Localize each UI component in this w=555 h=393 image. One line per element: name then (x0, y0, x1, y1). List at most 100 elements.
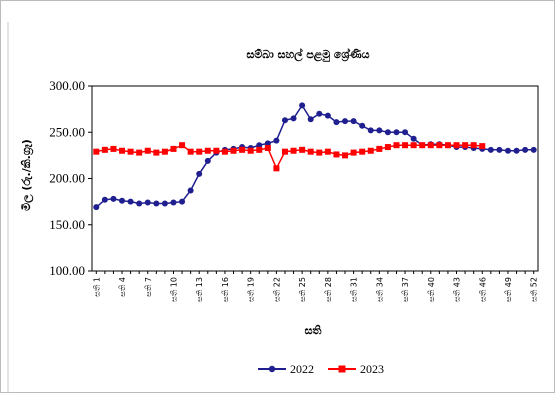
data-point-2022 (170, 199, 177, 206)
data-point-2023 (419, 142, 426, 149)
x-tick-label: සති 16 (221, 277, 230, 302)
data-point-2022 (110, 195, 117, 202)
data-point-2023 (119, 147, 126, 154)
data-point-2023 (196, 148, 203, 155)
data-point-2023 (316, 149, 323, 156)
legend-marker-2023 (338, 365, 346, 373)
data-point-2023 (350, 149, 357, 156)
data-point-2022 (281, 117, 288, 124)
data-point-2023 (264, 144, 271, 151)
data-point-2023 (281, 148, 288, 155)
x-tick-label: සති 43 (453, 277, 462, 302)
data-point-2022 (204, 157, 211, 164)
data-point-2023 (247, 147, 254, 154)
series-2023 (93, 142, 486, 172)
x-tick-label: සති 31 (350, 277, 359, 302)
x-tick-label: සති 10 (169, 277, 178, 302)
data-point-2022 (367, 127, 374, 134)
data-point-2023 (136, 149, 143, 156)
data-point-2022 (101, 196, 108, 203)
data-point-2022 (187, 187, 194, 194)
data-point-2022 (496, 146, 503, 153)
x-tick-label: සති 1 (92, 277, 101, 297)
data-point-2022 (153, 200, 160, 207)
data-point-2022 (393, 129, 400, 136)
data-point-2023 (453, 142, 460, 149)
data-point-2023 (187, 148, 194, 155)
data-point-2022 (144, 199, 151, 206)
y-tick-label: 300.00 (49, 78, 85, 93)
data-point-2023 (479, 143, 486, 150)
data-point-2022 (119, 197, 126, 204)
y-tick-label: 100.00 (49, 263, 85, 278)
data-point-2023 (230, 147, 237, 154)
x-tick-label: සති 37 (401, 277, 410, 302)
legend-marker-2022 (268, 365, 276, 373)
data-point-2022 (136, 200, 143, 207)
data-point-2022 (196, 170, 203, 177)
x-axis-label: සති (305, 324, 322, 337)
x-tick-label: සති 34 (375, 277, 384, 302)
data-point-2023 (342, 152, 349, 159)
data-point-2022 (161, 200, 168, 207)
data-point-2022 (179, 198, 186, 205)
data-point-2022 (290, 115, 297, 122)
data-point-2023 (144, 147, 151, 154)
data-point-2023 (204, 147, 211, 154)
data-point-2023 (410, 142, 417, 149)
data-point-2022 (299, 102, 306, 109)
data-point-2022 (333, 119, 340, 126)
data-point-2022 (307, 116, 314, 123)
x-tick-label: සති 25 (298, 277, 307, 302)
data-point-2023 (470, 142, 477, 149)
data-point-2022 (384, 129, 391, 136)
series-line-2023 (96, 144, 483, 171)
data-point-2022 (504, 147, 511, 154)
y-tick-label: 250.00 (49, 124, 85, 139)
data-point-2023 (213, 147, 220, 154)
data-point-2023 (376, 145, 383, 152)
data-point-2022 (359, 122, 366, 129)
x-tick-label: සති 7 (144, 277, 153, 297)
data-point-2023 (427, 142, 434, 149)
data-point-2023 (221, 148, 228, 155)
data-point-2022 (410, 135, 417, 142)
data-point-2022 (93, 204, 100, 211)
series-layer (93, 102, 537, 211)
y-tick-label: 150.00 (49, 217, 85, 232)
data-point-2023 (170, 145, 177, 152)
data-point-2022 (127, 198, 134, 205)
x-tick-label: සති 19 (247, 277, 256, 302)
data-point-2023 (256, 146, 263, 153)
data-point-2022 (342, 118, 349, 125)
y-axis-label: මිල (රු./කි.ග්‍රෑ) (20, 139, 35, 211)
data-point-2023 (333, 151, 340, 158)
y-tick-label: 200.00 (49, 171, 85, 186)
data-point-2023 (179, 142, 186, 149)
x-tick-label: සති 52 (530, 277, 539, 302)
data-point-2023 (273, 165, 280, 172)
data-point-2023 (93, 148, 100, 155)
data-point-2022 (513, 147, 520, 154)
x-tick-label: සති 4 (118, 277, 127, 297)
data-point-2023 (307, 148, 314, 155)
data-point-2022 (324, 112, 331, 119)
data-point-2023 (462, 142, 469, 149)
series-line-2022 (95, 104, 534, 208)
x-axis: සති 1 සති 4 සති 7 සති 10 සති 13 සති 16 සති 19 ස… (92, 271, 539, 302)
y-axis: 100.00 150.00 200.00 250.00 300.00 (49, 78, 92, 278)
data-point-2023 (161, 148, 168, 155)
data-point-2022 (522, 146, 529, 153)
data-point-2023 (359, 148, 366, 155)
x-tick-label: සති 22 (272, 277, 281, 302)
chart-title: සම්බා සහල් පළමු ශ්‍රේණිය (246, 47, 369, 63)
data-point-2022 (273, 137, 280, 144)
data-point-2023 (384, 144, 391, 151)
data-point-2022 (376, 127, 383, 134)
x-tick-label: සති 40 (427, 277, 436, 302)
data-point-2022 (350, 118, 357, 125)
data-point-2023 (299, 146, 306, 153)
x-tick-label: සති 28 (324, 277, 333, 302)
